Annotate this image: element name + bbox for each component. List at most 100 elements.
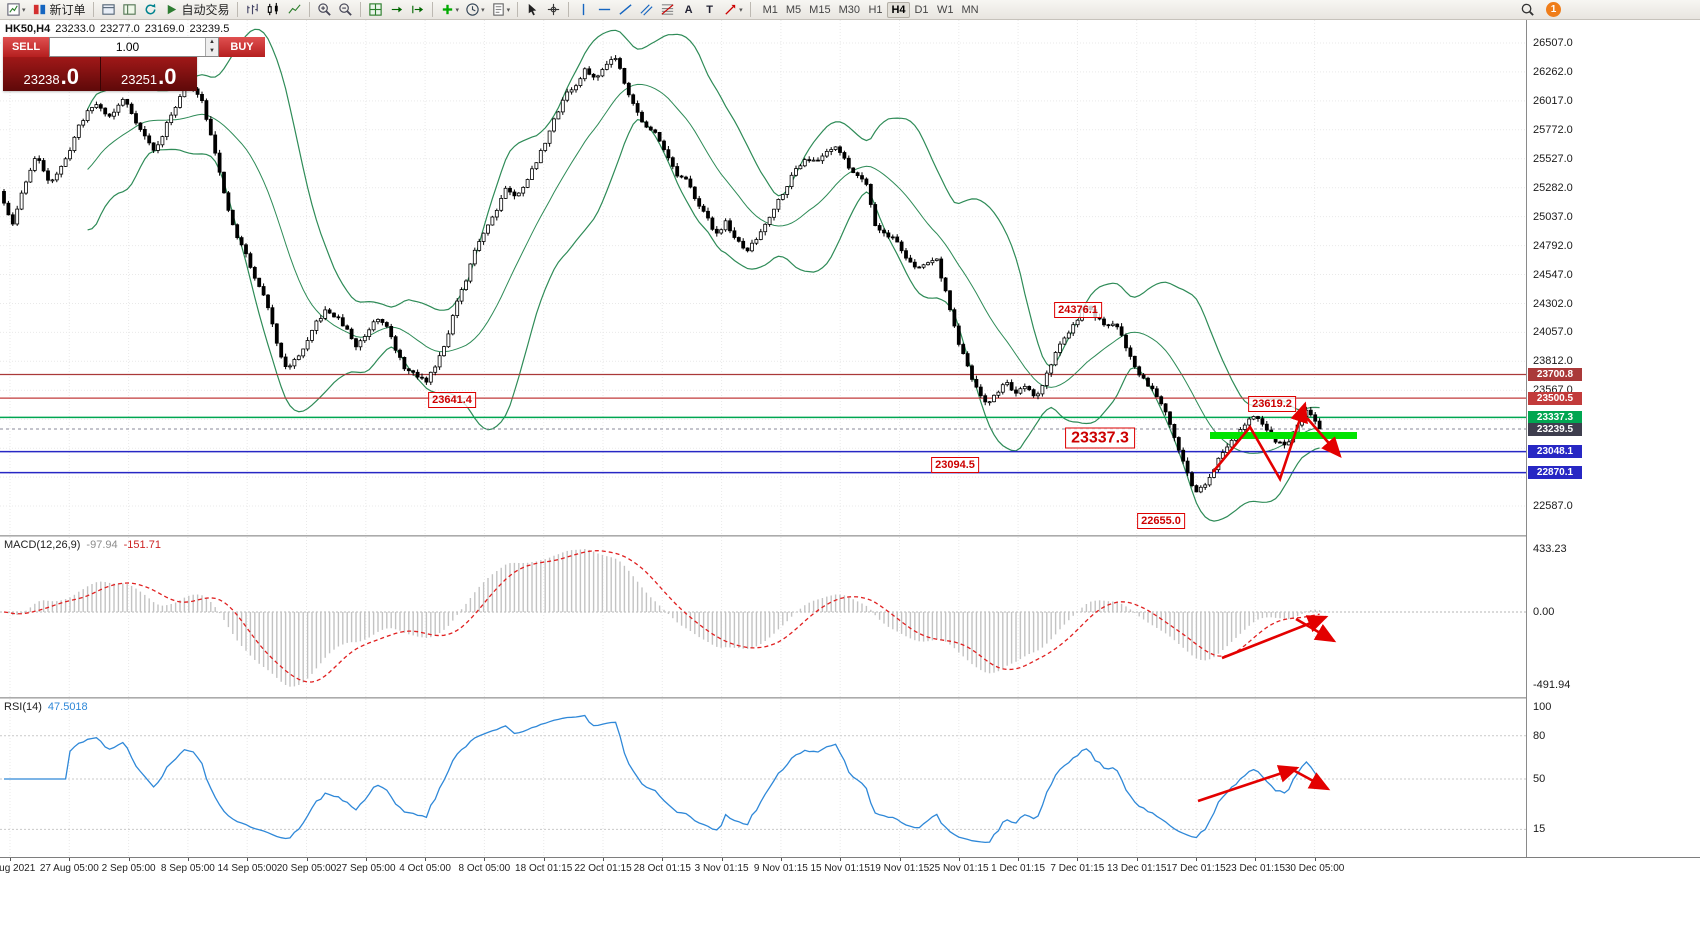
timeframe-m5[interactable]: M5 bbox=[785, 3, 802, 16]
time-axis-label: 3 Aug 2021 bbox=[0, 863, 36, 874]
price-axis-marker: 23500.5 bbox=[1528, 391, 1582, 405]
time-tick bbox=[425, 858, 427, 861]
horizontal-line-button[interactable] bbox=[594, 1, 615, 19]
sell-price-pips: .0 bbox=[60, 64, 79, 89]
trend-arrow[interactable] bbox=[1295, 617, 1337, 643]
buy-button[interactable]: BUY bbox=[219, 37, 265, 57]
timeframe-m1[interactable]: M1 bbox=[762, 3, 778, 16]
main-chart-canvas[interactable] bbox=[0, 20, 1526, 535]
sell-button[interactable]: SELL bbox=[3, 37, 49, 57]
trend-arrow[interactable] bbox=[1211, 401, 1308, 483]
notification-badge[interactable]: 1 bbox=[1546, 2, 1561, 17]
time-axis-label: 8 Sep 05:00 bbox=[160, 863, 215, 874]
macd-indicator-panel: MACD(12,26,9) -97.94 -151.71 bbox=[0, 537, 1526, 697]
bar-chart-button[interactable] bbox=[242, 1, 263, 19]
price-annotation[interactable]: 23619.2 bbox=[1248, 396, 1296, 412]
timeframe-mn[interactable]: MN bbox=[961, 3, 979, 16]
toolbar-separator bbox=[308, 2, 310, 17]
fibo-icon bbox=[661, 4, 674, 15]
new-order-button[interactable]: 新订单 bbox=[29, 1, 89, 19]
rsi-chart-canvas[interactable] bbox=[0, 699, 1526, 857]
time-axis-label: 25 Nov 01:15 bbox=[929, 863, 989, 874]
rsi-line bbox=[4, 714, 1321, 844]
cursor-button[interactable] bbox=[522, 1, 543, 19]
trend-arrow[interactable] bbox=[1306, 417, 1342, 458]
price-axis-label: 26017.0 bbox=[1533, 94, 1573, 107]
chart-shift-button[interactable] bbox=[407, 1, 428, 19]
line-chart-button[interactable] bbox=[284, 1, 305, 19]
trend-arrow[interactable] bbox=[1221, 615, 1329, 660]
newchart-icon bbox=[7, 3, 20, 16]
price-annotation[interactable]: 22655.0 bbox=[1137, 513, 1185, 529]
price-annotation[interactable]: 23641.4 bbox=[428, 392, 476, 408]
macd-main-value: -97.94 bbox=[86, 539, 118, 551]
refresh-button[interactable] bbox=[140, 1, 161, 19]
bar-open: 23233.0 bbox=[55, 23, 96, 35]
time-tick bbox=[1077, 858, 1079, 861]
price-axis-label: 22587.0 bbox=[1533, 500, 1573, 512]
time-tick bbox=[69, 858, 71, 861]
toolbar-buttons: ▾ 新订单 自动交易 ▾ ▾ ▾ A T ▾ bbox=[3, 0, 746, 20]
macd-chart-canvas[interactable] bbox=[0, 537, 1526, 697]
channel-button[interactable] bbox=[636, 1, 657, 19]
search-icon bbox=[1521, 3, 1534, 16]
tile-windows-button[interactable] bbox=[365, 1, 386, 19]
zoom-in-button[interactable] bbox=[314, 1, 335, 19]
crosshair-button[interactable] bbox=[543, 1, 564, 19]
periods-button[interactable]: ▾ bbox=[462, 1, 488, 19]
trend-arrow[interactable] bbox=[1197, 765, 1300, 803]
time-tick bbox=[603, 858, 604, 861]
time-tick bbox=[721, 858, 723, 861]
dropdown-caret-icon: ▾ bbox=[481, 6, 485, 14]
indicators-button[interactable]: ▾ bbox=[437, 1, 463, 19]
new-chart-button[interactable]: ▾ bbox=[3, 1, 29, 19]
templates-button[interactable]: ▾ bbox=[488, 1, 514, 19]
search-button[interactable] bbox=[1517, 1, 1538, 19]
arrows-button[interactable]: ▾ bbox=[720, 1, 746, 19]
zoom-out-button[interactable] bbox=[335, 1, 356, 19]
fibonacci-button[interactable] bbox=[657, 1, 678, 19]
trend-arrow[interactable] bbox=[1292, 768, 1331, 791]
strategy-tester-button[interactable] bbox=[119, 1, 140, 19]
timeframe-m30[interactable]: M30 bbox=[838, 3, 860, 16]
time-axis-label: 4 Oct 05:00 bbox=[399, 863, 451, 874]
timeframe-h4[interactable]: H4 bbox=[886, 1, 910, 18]
price-annotation[interactable]: 24376.1 bbox=[1054, 302, 1102, 318]
text-button[interactable]: A bbox=[678, 1, 699, 19]
price-axis-label: 24302.0 bbox=[1533, 297, 1573, 310]
auto-scroll-button[interactable] bbox=[386, 1, 407, 19]
rsi-axis-label: 80 bbox=[1533, 729, 1546, 742]
buy-price-panel[interactable]: 23251.0 bbox=[100, 57, 197, 91]
price-axis[interactable]: 26507.0 26262.0 26017.0 25772.0 25527.0 25282… bbox=[1526, 20, 1700, 857]
support-zone-highlight[interactable] bbox=[1210, 432, 1357, 439]
rsi-indicator-panel: RSI(14) 47.5018 bbox=[0, 699, 1526, 857]
timeframe-h1[interactable]: H1 bbox=[868, 3, 883, 16]
timeframe-w1[interactable]: W1 bbox=[936, 3, 954, 16]
timeframe-d1[interactable]: D1 bbox=[914, 3, 929, 16]
indicators-icon bbox=[442, 4, 452, 15]
panel-splitter[interactable] bbox=[0, 535, 1700, 537]
price-annotation[interactable]: 23094.5 bbox=[931, 457, 979, 473]
buy-price: 23251 bbox=[120, 72, 158, 87]
candlestick-chart-button[interactable] bbox=[263, 1, 284, 19]
terminal-button[interactable] bbox=[98, 1, 119, 19]
neworder-icon bbox=[33, 4, 45, 15]
panel-splitter[interactable] bbox=[0, 697, 1700, 699]
price-axis-label: 25527.0 bbox=[1533, 152, 1573, 165]
time-axis-label: 19 Nov 01:15 bbox=[869, 863, 930, 874]
trendline-button[interactable] bbox=[615, 1, 636, 19]
autotrading-button[interactable]: 自动交易 bbox=[161, 1, 233, 19]
sell-price-panel[interactable]: 23238.0 bbox=[3, 57, 101, 91]
volume-increase-button[interactable]: ▲ bbox=[206, 38, 218, 47]
rsi-axis-label: 50 bbox=[1533, 773, 1546, 785]
volume-input[interactable] bbox=[50, 38, 205, 56]
price-annotation[interactable]: 23337.3 bbox=[1065, 427, 1135, 449]
tline-icon bbox=[619, 4, 632, 15]
main-toolbar: ▾ 新订单 自动交易 ▾ ▾ ▾ A T ▾ M1 M5 M15 M30 H1 H4 D1 W1 MN 1 bbox=[0, 0, 1700, 20]
text-label-button[interactable]: T bbox=[699, 1, 720, 19]
vertical-line-button[interactable] bbox=[573, 1, 594, 19]
volume-decrease-button[interactable]: ▼ bbox=[206, 47, 218, 56]
price-axis-label: 24792.0 bbox=[1533, 239, 1573, 252]
timeframe-m15[interactable]: M15 bbox=[809, 3, 831, 16]
